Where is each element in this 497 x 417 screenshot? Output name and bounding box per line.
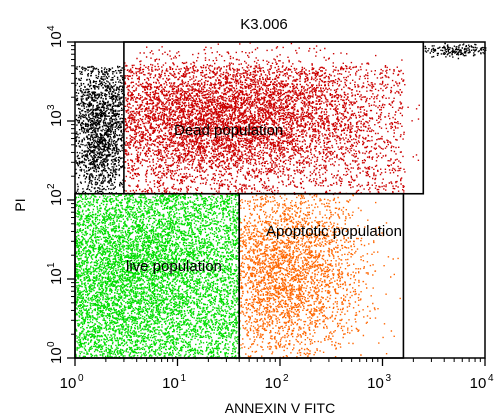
x-tick-exponent: 2 (283, 373, 289, 384)
gate-boxes (74, 41, 425, 359)
x-tick-exponent: 3 (386, 373, 392, 384)
gate-box-apoptotic (238, 192, 405, 359)
y-tick-label: 10 (48, 347, 65, 364)
x-tick-label: 10 (265, 375, 282, 392)
y-tick-label-group: 103 (46, 104, 65, 127)
gate-label-live: live population (126, 258, 222, 275)
gate-label-apoptotic: Apoptotic population (266, 223, 402, 240)
y-axis-label: PI (12, 198, 28, 211)
x-tick-label: 10 (367, 375, 384, 392)
y-tick-label-group: 102 (46, 183, 65, 206)
event-cloud (424, 42, 487, 60)
event-cloud (75, 65, 126, 195)
y-tick-label-group: 101 (46, 262, 65, 285)
y-tick-label: 10 (48, 110, 65, 127)
y-tick-exponent: 4 (46, 25, 57, 31)
x-axis-label: ANNEXIN V FITC (225, 400, 335, 416)
chart-title: K3.006 (240, 16, 288, 33)
event-cloud (124, 42, 420, 196)
y-tick-label-group: 104 (46, 25, 65, 48)
x-tick-exponent: 4 (488, 373, 494, 384)
event-cloud (75, 193, 241, 360)
y-tick-exponent: 2 (46, 183, 57, 189)
x-tick-label: 10 (162, 375, 179, 392)
y-tick-exponent: 0 (46, 341, 57, 347)
x-axis-ticks: 10 0 10 1 10 2 10 3 10 4 (60, 358, 494, 392)
x-tick-exponent: 0 (78, 373, 84, 384)
y-tick-label: 10 (48, 31, 65, 48)
x-tick-label: 10 (470, 375, 487, 392)
gate-label-dead: Dead population (174, 122, 283, 139)
y-tick-exponent: 1 (46, 262, 57, 268)
event-cloud (75, 194, 241, 359)
x-tick-label: 10 (60, 375, 77, 392)
event-cloud (239, 193, 401, 359)
y-tick-label: 10 (48, 268, 65, 285)
y-tick-exponent: 3 (46, 104, 57, 110)
y-tick-label: 10 (48, 189, 65, 206)
y-tick-label-group: 100 (46, 341, 65, 364)
event-dots (75, 42, 487, 360)
x-tick-exponent: 1 (181, 373, 187, 384)
